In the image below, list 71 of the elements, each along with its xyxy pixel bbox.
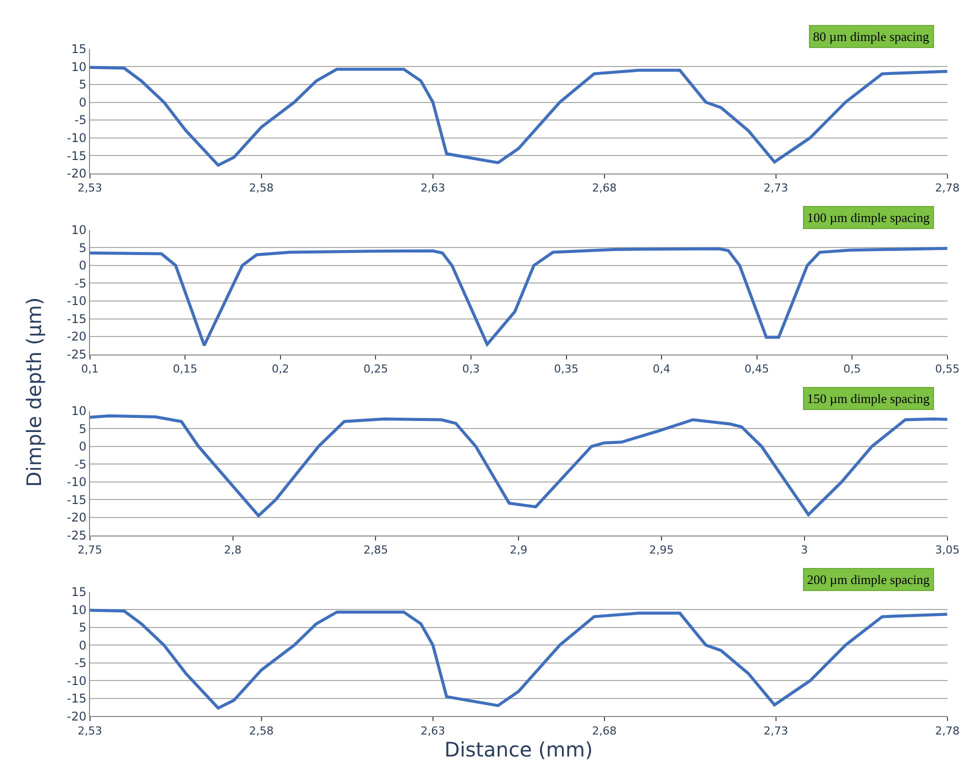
y-tick-label: 5 — [78, 240, 86, 255]
x-tick-label: 2,63 — [420, 182, 446, 195]
y-tick-label: 5 — [78, 422, 86, 436]
y-tick-label: -20 — [66, 709, 86, 724]
y-tick-label: -20 — [66, 166, 86, 181]
x-tick-label: 3,05 — [935, 543, 960, 556]
x-tick-label: 2,85 — [363, 543, 388, 556]
y-tick-label: 0 — [78, 95, 86, 110]
y-tick-label: 15 — [71, 585, 86, 600]
x-tick-label: 2,9 — [510, 543, 528, 556]
x-tick-label: 0,3 — [462, 362, 480, 376]
line-series — [90, 66, 948, 167]
x-tick-label: 0,4 — [652, 362, 670, 376]
x-tick-label: 0,55 — [935, 362, 960, 376]
y-tick-label: -5 — [74, 457, 86, 472]
line-series — [90, 246, 948, 347]
y-tick-label: 0 — [78, 440, 86, 454]
x-tick-label: 0,45 — [744, 362, 770, 376]
y-tick-label: -15 — [66, 312, 86, 326]
y-tick-label: -5 — [74, 276, 86, 290]
text: 80 µm dimple spacing — [813, 29, 930, 44]
y-tick-label: -25 — [66, 348, 86, 362]
x-tick-label: 2,58 — [249, 724, 274, 738]
y-tick-label: -20 — [66, 330, 86, 344]
y-tick-label: 10 — [71, 60, 86, 74]
y-tick-label: -15 — [66, 492, 86, 507]
y-axis-title: Dimple depth (µm) — [22, 297, 46, 487]
y-tick-label: -10 — [66, 475, 86, 490]
text: 150 µm dimple spacing — [807, 391, 930, 406]
y-tick-label: -20 — [66, 510, 86, 525]
y-tick-label: 0 — [78, 258, 86, 273]
text: 100 µm dimple spacing — [807, 210, 930, 225]
x-tick-label: 2,78 — [935, 182, 960, 195]
x-tick-label: 2,95 — [649, 543, 674, 556]
line-series — [90, 608, 948, 710]
y-tick-label: -10 — [66, 674, 86, 688]
x-tick-label: 0,2 — [272, 362, 290, 376]
y-tick-label: 5 — [78, 78, 86, 92]
x-tick-label: 2,75 — [78, 543, 102, 556]
x-tick-label: 2,63 — [420, 724, 446, 738]
y-tick-label: -10 — [66, 130, 86, 145]
y-tick-label: -10 — [66, 294, 86, 308]
x-tick-label: 2,78 — [935, 724, 960, 738]
y-tick-label: 10 — [71, 223, 86, 238]
x-tick-label: 2,73 — [764, 182, 788, 195]
y-tick-label: -15 — [66, 692, 86, 706]
x-tick-label: 3 — [800, 543, 808, 556]
x-tick-label: 0,5 — [843, 362, 861, 376]
text: 200 µm dimple spacing — [807, 572, 930, 587]
x-tick-label: 0,15 — [172, 362, 198, 376]
x-axis-title: Distance (mm) — [444, 737, 593, 762]
x-tick-label: 0,25 — [363, 362, 388, 376]
x-tick-label: 0,35 — [554, 362, 579, 376]
y-tick-label: -5 — [74, 113, 86, 128]
y-tick-label: -25 — [66, 528, 86, 542]
y-tick-label: -5 — [74, 656, 86, 670]
x-tick-label: 2,73 — [764, 724, 788, 738]
y-tick-label: 0 — [78, 638, 86, 652]
x-tick-label: 2,68 — [592, 724, 617, 738]
x-tick-label: 2,53 — [78, 182, 102, 195]
x-tick-label: 0,1 — [81, 362, 99, 376]
y-tick-label: 10 — [71, 404, 86, 418]
y-tick-label: 10 — [71, 602, 86, 617]
x-tick-label: 2,68 — [592, 182, 617, 195]
x-tick-label: 2,8 — [224, 543, 242, 556]
y-tick-label: -15 — [66, 148, 86, 163]
line-series — [90, 414, 948, 518]
x-tick-label: 2,53 — [78, 724, 102, 738]
x-tick-label: 2,58 — [249, 182, 274, 195]
y-tick-label: 15 — [71, 42, 86, 56]
y-tick-label: 5 — [78, 620, 86, 635]
